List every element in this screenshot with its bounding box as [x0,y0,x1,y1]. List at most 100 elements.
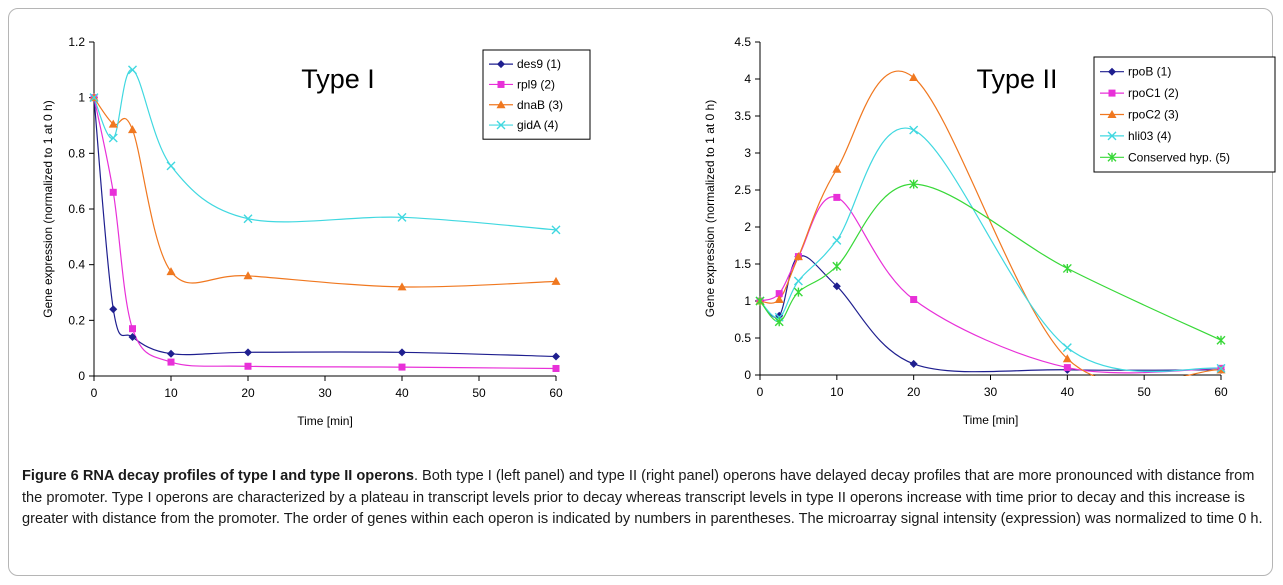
data-point [109,188,117,196]
data-point [1062,263,1072,273]
data-point [552,364,560,372]
x-tick-label: 40 [1061,385,1075,399]
data-point [397,282,407,291]
data-point [166,161,176,171]
y-tick-label: 2 [744,220,751,234]
data-point [128,125,137,134]
series-line-3 [760,70,1221,376]
chart-type-2: 0 0.5 1 1.5 2 2.5 3 3.5 4 4.5 0 10 20 30 40 50 60 Time [m… [703,35,1276,427]
x-tick-label: 30 [318,386,332,400]
data-point [129,325,136,333]
legend-box [1093,56,1276,173]
legend-marker [1107,152,1117,162]
caption-label: Figure 6 [22,468,79,484]
legend-entry: rpl9 (2) [517,77,555,91]
y-axis-label: Gene expression (normalized to 1 at 0 h) [703,100,717,317]
data-point [775,290,783,298]
x-tick-label: 10 [164,386,178,400]
data-point [832,235,842,245]
y-tick-label: 3.5 [734,109,751,123]
x-axis-label: Time [min] [963,413,1019,427]
x-tick-label: 30 [984,385,998,399]
y-tick-label: 1 [744,294,751,308]
data-point [398,348,406,357]
figure-frame [8,8,1273,576]
legend-entry: hli03 (4) [1128,129,1171,143]
legend-entry: gidA (4) [517,118,558,132]
data-point [109,305,118,314]
y-axis-label: Gene expression (normalized to 1 at 0 h) [41,100,55,317]
data-point [832,282,841,291]
data-point [793,252,803,261]
series-line-5 [760,183,1221,341]
legend-entry: rpoB (1) [1128,65,1171,79]
legend-marker [496,100,506,109]
x-tick-label: 20 [907,385,921,399]
data-point [910,296,918,304]
x-tick-label: 50 [472,386,486,400]
chart-title: Type I [301,64,375,94]
data-point [755,296,765,306]
caption-text: . Both type I (left panel) and type II (… [22,468,1263,527]
legend-entry: dnaB (3) [517,98,563,112]
figure-caption: Figure 6 RNA decay profiles of type I an… [22,466,1267,531]
data-point [1062,354,1072,363]
data-point [793,276,803,286]
y-tick-label: 0 [78,369,85,383]
legend-marker [496,120,506,130]
y-tick-label: 3 [744,146,751,160]
y-tick-label: 0.8 [68,146,85,160]
data-point [909,73,919,82]
series-line-4 [94,69,557,231]
legend-entry: rpoC1 (2) [1128,86,1179,100]
data-point [397,212,407,222]
data-point [1062,343,1072,353]
data-point [166,267,176,276]
data-point [833,193,841,201]
caption-title: RNA decay profiles of type I and type II… [82,468,414,484]
x-tick-label: 50 [1137,385,1151,399]
data-point [909,125,919,135]
x-tick-label: 60 [549,386,563,400]
legend-entry: rpoC2 (3) [1128,108,1179,122]
y-tick-label: 1 [78,91,85,105]
series-line-1 [760,255,1221,373]
data-point [775,311,784,320]
data-point [243,214,253,224]
legend-marker [1108,89,1116,97]
data-point [167,358,175,366]
legend-marker [1108,67,1116,76]
x-axis-label: Time [min] [297,414,353,428]
data-point [1216,363,1226,373]
data-point [909,179,919,189]
data-point [551,276,561,285]
y-tick-label: 0.6 [68,202,85,216]
chart-title: Type II [976,64,1057,94]
x-tick-label: 60 [1214,385,1228,399]
y-tick-label: 1.2 [68,35,85,49]
data-point [1063,364,1071,372]
data-point [167,349,175,358]
legend-marker [497,80,505,88]
data-point [774,295,784,304]
data-point [244,348,252,357]
legend-marker [1107,131,1117,141]
data-point [832,261,842,271]
y-tick-label: 0.2 [68,313,85,327]
legend-marker [497,60,505,69]
y-tick-label: 0 [744,368,751,382]
data-point [1216,335,1226,345]
data-point [909,359,918,368]
y-tick-label: 1.5 [734,257,751,271]
x-tick-label: 0 [91,386,98,400]
series-line-4 [760,127,1221,373]
x-tick-label: 0 [757,385,764,399]
legend-entry: des9 (1) [517,57,561,71]
x-tick-label: 10 [830,385,844,399]
data-point [552,352,560,361]
data-point [108,119,118,128]
y-tick-label: 2.5 [734,183,751,197]
data-point [89,93,99,103]
data-point [244,362,252,370]
